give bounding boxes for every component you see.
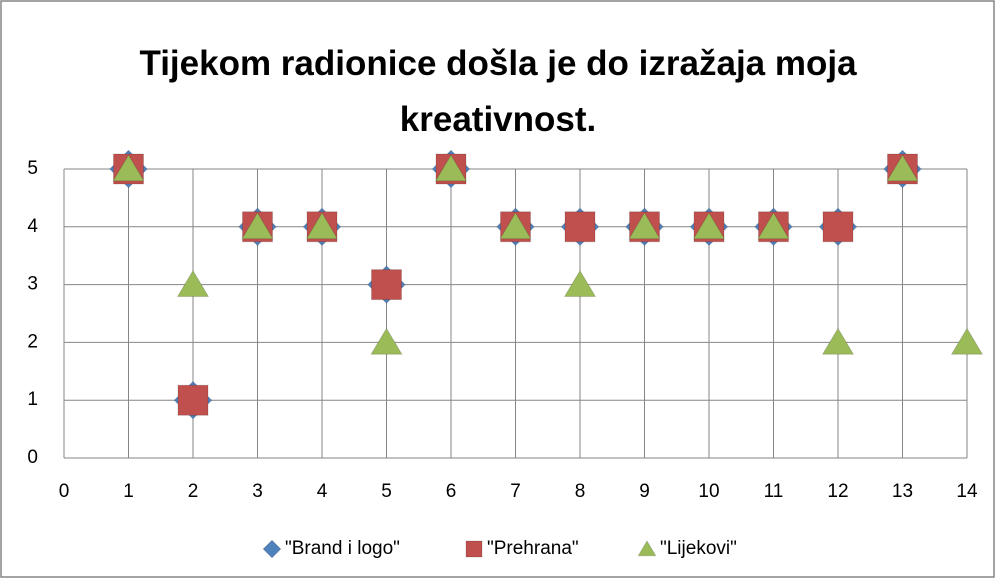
- x-tick-label: 10: [698, 481, 719, 502]
- marker-triangle: [176, 269, 210, 297]
- marker-triangle: [434, 154, 468, 182]
- marker-square: [371, 269, 402, 301]
- marker-diamond: [262, 539, 282, 559]
- marker-triangle: [628, 211, 661, 240]
- marker-triangle: [692, 211, 726, 240]
- marker-square: [177, 384, 209, 416]
- x-tick-label: 4: [317, 481, 328, 502]
- x-tick-label: 8: [575, 481, 586, 502]
- x-tick-label: 11: [764, 481, 784, 502]
- x-tick-label: 3: [252, 481, 263, 502]
- marker-square: [822, 211, 854, 243]
- y-tick-label: 1: [27, 389, 38, 410]
- marker-triangle: [563, 269, 597, 297]
- marker-triangle: [950, 327, 984, 355]
- y-tick-label: 2: [27, 331, 38, 352]
- marker-triangle: [305, 211, 339, 240]
- y-tick-label: 4: [27, 216, 38, 237]
- marker-square: [564, 211, 596, 243]
- x-tick-label: 12: [827, 481, 848, 502]
- x-tick-label: 0: [59, 481, 70, 502]
- y-tick-label: 5: [27, 158, 38, 179]
- x-tick-label: 13: [892, 481, 913, 502]
- legend-label: "Brand i logo": [285, 538, 400, 559]
- x-tick-label: 1: [123, 481, 134, 502]
- marker-triangle: [637, 540, 657, 557]
- legend-label: "Lijekovi": [660, 538, 737, 559]
- y-tick-label: 3: [27, 274, 38, 295]
- x-tick-label: 7: [510, 481, 521, 502]
- chart-title: Tijekom radionice došla je do izražaja m…: [139, 44, 857, 139]
- x-tick-label: 9: [639, 481, 650, 502]
- x-tick-label: 5: [381, 481, 392, 502]
- marker-triangle: [112, 154, 145, 182]
- legend-label: "Prehrana": [487, 538, 579, 559]
- x-tick-label: 6: [446, 481, 457, 502]
- marker-triangle: [757, 211, 790, 240]
- x-tick-label: 14: [956, 481, 978, 502]
- marker-triangle: [241, 211, 274, 240]
- marker-square: [465, 540, 483, 558]
- marker-triangle: [370, 327, 403, 355]
- x-tick-label: 2: [188, 481, 199, 502]
- marker-triangle: [821, 327, 855, 355]
- marker-triangle: [499, 211, 532, 240]
- marker-triangle: [886, 154, 919, 182]
- y-tick-label: 0: [27, 447, 38, 468]
